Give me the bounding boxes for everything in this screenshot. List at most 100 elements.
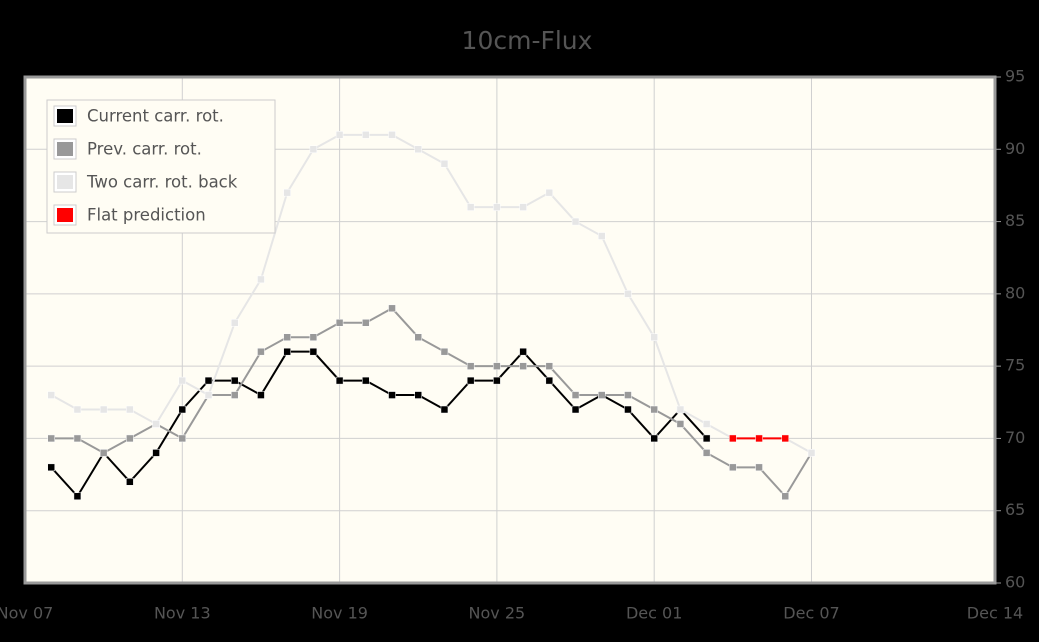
- data-point: [729, 434, 737, 443]
- data-point: [702, 434, 711, 443]
- data-point: [650, 434, 658, 443]
- data-point: [257, 347, 265, 356]
- data-point: [335, 319, 344, 327]
- y-tick-label: 90: [1005, 139, 1025, 158]
- data-point: [440, 405, 449, 414]
- data-point: [257, 391, 265, 399]
- data-point: [230, 319, 239, 327]
- data-point: [466, 203, 475, 211]
- data-point: [598, 232, 606, 240]
- x-tick-label: Dec 01: [626, 604, 682, 623]
- data-point: [230, 391, 239, 399]
- chart-title: 10cm-Flux: [462, 26, 593, 55]
- data-point: [309, 333, 318, 341]
- data-point: [388, 131, 396, 139]
- marks: [47, 131, 816, 501]
- data-point: [624, 290, 632, 298]
- x-tick-label: Nov 07: [0, 604, 53, 623]
- data-point: [283, 333, 291, 341]
- legend-swatch-color: [57, 208, 73, 222]
- data-point: [388, 391, 396, 399]
- data-point: [781, 434, 790, 443]
- data-point: [755, 434, 763, 443]
- data-point: [440, 159, 449, 168]
- data-point: [702, 420, 711, 428]
- data-point: [73, 492, 82, 501]
- y-tick-label: 80: [1005, 283, 1025, 302]
- data-point: [388, 304, 396, 313]
- data-point: [257, 275, 265, 284]
- data-point: [676, 420, 685, 428]
- data-point: [362, 131, 370, 139]
- legend-swatch-color: [57, 142, 73, 156]
- x-tick-label: Nov 19: [311, 604, 368, 623]
- data-point: [152, 420, 160, 428]
- data-point: [47, 463, 55, 472]
- data-point: [126, 434, 134, 443]
- data-point: [362, 319, 370, 327]
- data-point: [99, 449, 108, 457]
- data-point: [309, 347, 318, 356]
- data-point: [73, 405, 82, 414]
- data-point: [598, 391, 606, 399]
- x-tick-label: Dec 14: [967, 604, 1023, 623]
- data-point: [414, 333, 422, 341]
- data-point: [47, 391, 55, 399]
- data-point: [440, 347, 449, 356]
- legend-label: Two carr. rot. back: [86, 173, 238, 192]
- data-point: [335, 376, 344, 385]
- data-point: [624, 391, 632, 399]
- data-point: [650, 405, 658, 414]
- data-point: [466, 376, 475, 385]
- series-line: [50, 133, 812, 454]
- y-tick-label: 85: [1005, 211, 1025, 230]
- data-point: [414, 145, 422, 154]
- data-point: [47, 434, 55, 443]
- y-tick-label: 75: [1005, 356, 1025, 375]
- data-point: [178, 376, 187, 385]
- legend: Current carr. rot. Prev. carr. rot. Two ca…: [46, 99, 276, 234]
- legend-label: Flat prediction: [87, 206, 206, 225]
- data-point: [126, 405, 134, 414]
- data-point: [676, 405, 685, 414]
- data-point: [283, 188, 291, 197]
- series-line: [50, 350, 708, 498]
- data-point: [99, 405, 108, 414]
- data-point: [230, 376, 239, 385]
- data-point: [204, 376, 213, 385]
- data-point: [493, 376, 501, 385]
- data-point: [545, 376, 554, 385]
- x-tick-label: Dec 07: [783, 604, 839, 623]
- data-point: [519, 362, 527, 370]
- data-point: [414, 391, 422, 399]
- data-point: [519, 347, 527, 356]
- data-point: [571, 391, 580, 399]
- data-point: [178, 434, 187, 443]
- data-point: [571, 405, 580, 414]
- y-tick-label: 60: [1005, 573, 1025, 592]
- legend-label: Prev. carr. rot.: [87, 140, 202, 159]
- data-point: [283, 347, 291, 356]
- data-point: [545, 362, 554, 370]
- data-point: [73, 434, 82, 443]
- data-point: [545, 188, 554, 197]
- data-point: [493, 362, 501, 370]
- data-point: [807, 449, 816, 457]
- y-tick-label: 65: [1005, 500, 1025, 519]
- data-point: [152, 449, 160, 457]
- legend-swatch-color: [57, 109, 73, 123]
- data-point: [493, 203, 501, 211]
- x-tick-label: Nov 13: [154, 604, 211, 623]
- legend-box: [46, 99, 276, 234]
- data-point: [204, 391, 213, 399]
- series-line: [51, 307, 813, 498]
- data-point: [624, 405, 632, 414]
- legend-swatch-color: [57, 175, 73, 189]
- y-tick-label: 95: [1005, 67, 1025, 86]
- data-point: [309, 145, 318, 154]
- data-point: [519, 203, 527, 211]
- data-point: [755, 463, 763, 472]
- data-point: [335, 131, 344, 139]
